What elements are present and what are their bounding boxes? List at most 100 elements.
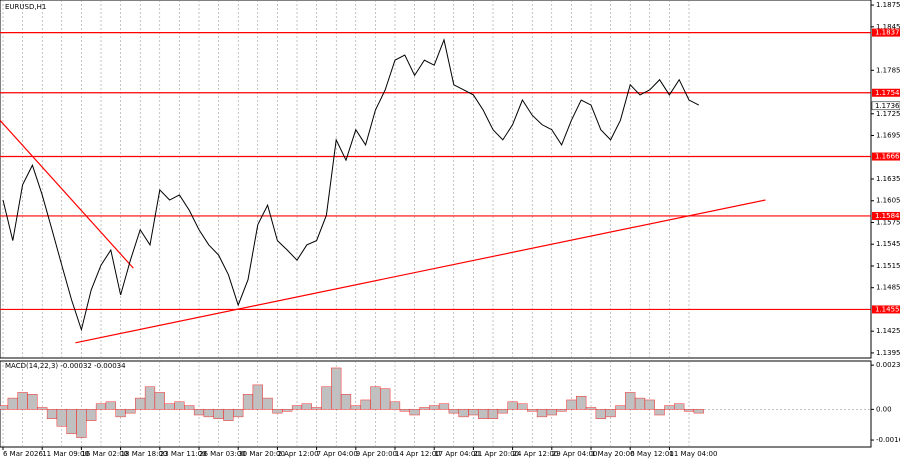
macd-bar (331, 367, 342, 410)
x-tick-label: 21 Apr 20:00 (473, 450, 519, 458)
x-tick-label: 16 Mar 02:00 (81, 450, 128, 458)
x-tick-label: 2 Apr 12:00 (277, 450, 318, 458)
macd-bar (644, 399, 655, 410)
y-tick-label: 1.1695 (876, 132, 900, 140)
price-line (2, 38, 700, 332)
macd-bar (56, 409, 67, 427)
macd-bar (301, 403, 312, 410)
macd-bar (370, 386, 381, 410)
level-label: 1.1455 (875, 305, 900, 313)
macd-bar (105, 401, 116, 410)
macd-bar (478, 409, 489, 419)
x-tick-label: 1 May 20:00 (591, 450, 635, 458)
macd-bar (7, 397, 18, 410)
x-tick-label: 9 Apr 20:00 (356, 450, 397, 458)
y-tick-label: 0.00235 (876, 361, 900, 369)
level-label-box (872, 28, 900, 37)
macd-bar (311, 407, 322, 410)
macd-bar (380, 388, 391, 410)
macd-bar (634, 397, 646, 410)
macd-bar (95, 403, 107, 410)
macd-bar (389, 401, 401, 410)
macd-bar (17, 392, 28, 410)
level-label: 1.1754 (875, 89, 900, 97)
macd-bar (272, 409, 283, 414)
x-tick-label: 6 Mar 2026 (3, 450, 43, 458)
macd-bar (144, 386, 156, 410)
macd-bar (174, 401, 185, 410)
last-price-box (871, 101, 900, 111)
macd-bar (556, 409, 567, 412)
macd-bar (0, 405, 9, 410)
macd-bar (37, 407, 48, 410)
macd-bar (340, 394, 352, 410)
y-tick-label: 1.1575 (876, 218, 900, 226)
y-tick-label: -0.00163 (876, 436, 900, 444)
x-tick-label: 11 Mar 09:00 (42, 450, 89, 458)
y-tick-label: 1.1605 (876, 197, 900, 205)
chart-title: EURUSD,H1 (5, 3, 46, 11)
macd-bar (233, 409, 244, 418)
x-tick-label: 26 Mar 03:00 (199, 450, 246, 458)
macd-bar (154, 392, 165, 410)
macd-bar (458, 409, 469, 418)
y-tick-label: 1.1785 (876, 66, 900, 74)
macd-bar (360, 399, 371, 410)
macd-bar (282, 409, 293, 412)
macd-panel (0, 360, 872, 448)
macd-bar (654, 409, 665, 416)
level-label: 1.1584 (875, 212, 900, 220)
y-tick-label: 1.1635 (876, 175, 900, 183)
macd-bar (507, 401, 518, 410)
level-label-box (872, 152, 900, 161)
y-tick-label: 1.1425 (876, 327, 900, 335)
macd-bar (203, 409, 214, 418)
y-tick-label: 1.1515 (876, 262, 900, 270)
macd-bar (585, 407, 597, 410)
macd-bar (350, 405, 361, 410)
macd-bar (86, 409, 97, 421)
y-tick-label: 1.1485 (876, 284, 900, 292)
y-tick-label: 1.1545 (876, 240, 900, 248)
x-tick-label: 18 Mar 18:00 (121, 450, 168, 458)
x-tick-label: 6 May 12:00 (630, 450, 674, 458)
macd-bar (546, 409, 557, 416)
x-tick-label: 24 Apr 12:00 (513, 450, 559, 458)
macd-bar (125, 409, 136, 414)
macd-bar (27, 394, 38, 410)
trend-line (0, 119, 134, 269)
macd-bar (419, 407, 430, 410)
y-tick-label: 1.1875 (876, 1, 900, 9)
y-tick-label: 0.00 (876, 405, 892, 413)
y-tick-label: 1.1395 (876, 349, 900, 357)
x-tick-label: 30 Mar 20:00 (238, 450, 285, 458)
macd-bar (76, 409, 87, 438)
level-label: 1.1666 (875, 153, 900, 161)
macd-bar (683, 409, 695, 412)
x-tick-label: 17 Apr 04:00 (434, 450, 480, 458)
macd-bar (487, 409, 499, 419)
macd-bar (193, 409, 205, 416)
macd-bar (576, 395, 587, 410)
macd-bar (595, 409, 606, 419)
x-tick-label: 11 May 04:00 (669, 450, 717, 458)
macd-bar (164, 403, 175, 410)
macd-bar (429, 405, 440, 410)
macd-bar (615, 405, 626, 410)
x-tick-label: 7 Apr 04:00 (317, 450, 358, 458)
price-panel (0, 0, 872, 359)
macd-bar (566, 399, 577, 410)
macd-bar (448, 409, 459, 414)
macd-bar (184, 405, 195, 410)
y-tick-label: 1.1725 (876, 110, 900, 118)
macd-bar (223, 409, 234, 421)
level-label-box (872, 305, 900, 314)
last-price-label: 1.1736 (875, 102, 900, 110)
y-tick-label: 1.1845 (876, 23, 900, 31)
macd-bar (625, 392, 636, 410)
macd-title: MACD(14,22,3) -0.00032 -0.00034 (5, 362, 126, 370)
macd-bar (399, 409, 410, 412)
macd-bar (438, 403, 450, 410)
x-tick-label: 29 Apr 04:00 (552, 450, 598, 458)
